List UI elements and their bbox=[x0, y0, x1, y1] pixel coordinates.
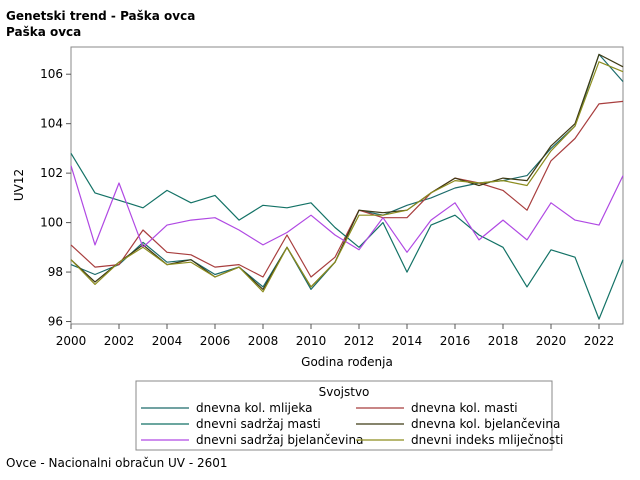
series-line-6 bbox=[70, 61, 624, 293]
y-tick-label: 100 bbox=[40, 216, 63, 230]
x-tick-label: 2018 bbox=[488, 334, 519, 348]
x-tick-label: 2016 bbox=[440, 334, 471, 348]
x-axis-title: Godina rođenja bbox=[301, 355, 393, 369]
x-tick-label: 2004 bbox=[152, 334, 183, 348]
y-axis-title: UV12 bbox=[12, 169, 26, 201]
x-tick-label: 2002 bbox=[104, 334, 135, 348]
legend-item-label: dnevna kol. mlijeka bbox=[196, 401, 312, 415]
chart-subtitle: Paška ovca bbox=[6, 25, 82, 39]
x-tick-label: 2014 bbox=[392, 334, 423, 348]
legend-item-label: dnevni sadržaj masti bbox=[196, 417, 321, 431]
y-tick-label: 102 bbox=[40, 166, 63, 180]
series-line-5 bbox=[70, 165, 624, 253]
series-line-4 bbox=[70, 53, 624, 290]
legend: dnevna kol. mlijeka dnevna kol. masti dnev… bbox=[141, 401, 563, 447]
footnote: Ovce - Nacionalni obračun UV - 2601 bbox=[6, 456, 228, 470]
legend-item-label: dnevni indeks mliječnosti bbox=[411, 433, 563, 447]
x-tick-label: 2000 bbox=[56, 334, 87, 348]
x-tick-label: 2010 bbox=[296, 334, 327, 348]
series-line-2 bbox=[70, 100, 624, 278]
chart-title: Genetski trend - Paška ovca bbox=[6, 9, 196, 23]
y-tick-label: 106 bbox=[40, 67, 63, 81]
y-tick-label: 98 bbox=[48, 265, 63, 279]
x-tick-label: 2008 bbox=[248, 334, 279, 348]
legend-title: Svojstvo bbox=[319, 385, 370, 399]
y-tick-label: 104 bbox=[40, 117, 63, 131]
x-tick-label: 2020 bbox=[536, 334, 567, 348]
x-tick-label: 2012 bbox=[344, 334, 375, 348]
series-lines bbox=[70, 53, 624, 320]
legend-item-label: dnevna kol. bjelančevina bbox=[411, 417, 560, 431]
x-tick-label: 2022 bbox=[584, 334, 615, 348]
legend-item-label: dnevna kol. masti bbox=[411, 401, 518, 415]
legend-item-label: dnevni sadržaj bjelančevina bbox=[196, 433, 363, 447]
x-axis: 2000 2002 2004 2006 2008 2010 2012 2014 2016 2018… bbox=[56, 324, 615, 348]
x-tick-label: 2006 bbox=[200, 334, 231, 348]
legend-box bbox=[135, 380, 553, 451]
plot-frame bbox=[70, 46, 624, 325]
y-axis: 96 98 100 102 104 106 bbox=[40, 67, 71, 329]
y-tick-label: 96 bbox=[48, 315, 63, 329]
